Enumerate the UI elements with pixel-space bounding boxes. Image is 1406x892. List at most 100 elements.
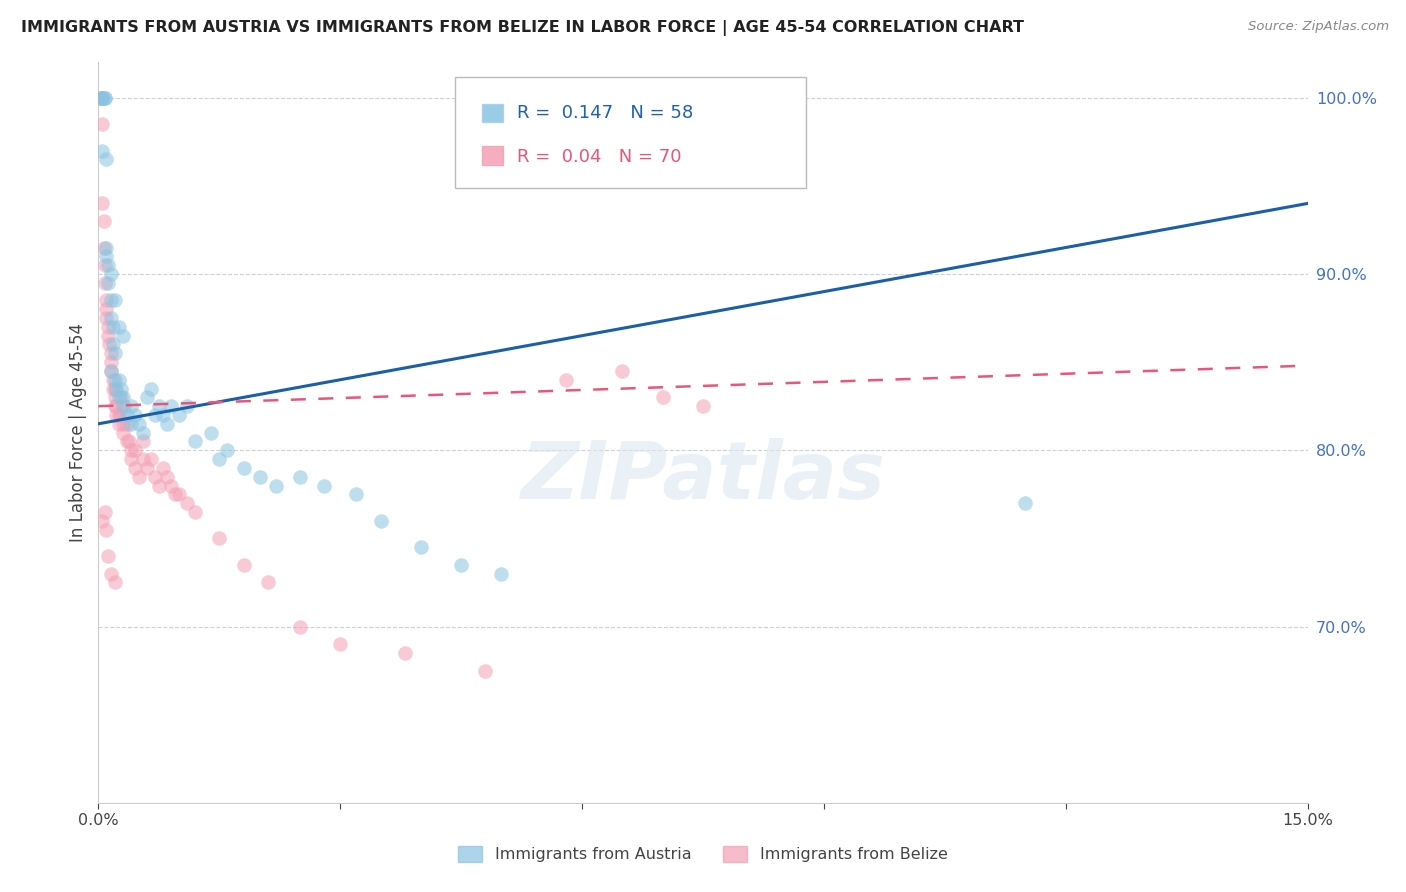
Point bbox=[100, 293, 122, 308]
Point bbox=[555, 373, 578, 387]
Y-axis label: In Labor Force | Age 45-54: In Labor Force | Age 45-54 bbox=[69, 323, 87, 542]
Point bbox=[91, 91, 114, 105]
Point bbox=[124, 408, 146, 422]
Point bbox=[103, 399, 125, 413]
Point bbox=[94, 258, 117, 272]
Text: R =  0.04   N = 70: R = 0.04 N = 70 bbox=[517, 148, 682, 166]
Point bbox=[120, 399, 142, 413]
Point bbox=[132, 425, 155, 440]
Point bbox=[692, 399, 714, 413]
Point bbox=[103, 575, 125, 590]
Point bbox=[107, 319, 129, 334]
Point bbox=[90, 91, 112, 105]
Point bbox=[163, 487, 186, 501]
Point bbox=[651, 390, 673, 404]
Legend: Immigrants from Austria, Immigrants from Belize: Immigrants from Austria, Immigrants from… bbox=[451, 839, 955, 869]
Point bbox=[249, 469, 271, 483]
Point bbox=[111, 399, 134, 413]
Point bbox=[128, 469, 150, 483]
Point bbox=[232, 461, 254, 475]
Point bbox=[167, 408, 190, 422]
Point bbox=[110, 390, 132, 404]
Point bbox=[409, 540, 432, 554]
Point bbox=[105, 399, 128, 413]
FancyBboxPatch shape bbox=[482, 146, 503, 165]
Point bbox=[111, 390, 134, 404]
Point bbox=[148, 399, 170, 413]
Point bbox=[93, 240, 115, 254]
Point bbox=[112, 399, 135, 413]
Point bbox=[1014, 496, 1036, 510]
Point bbox=[156, 417, 179, 431]
Point bbox=[124, 461, 146, 475]
Point bbox=[100, 346, 122, 360]
Point bbox=[107, 373, 129, 387]
Point bbox=[91, 144, 114, 158]
Point bbox=[160, 399, 183, 413]
Point bbox=[139, 382, 162, 396]
Point bbox=[148, 478, 170, 492]
Point bbox=[100, 566, 122, 581]
Point bbox=[91, 117, 114, 131]
Point bbox=[101, 337, 124, 351]
Point bbox=[96, 240, 118, 254]
Point bbox=[167, 487, 190, 501]
Point bbox=[450, 558, 472, 572]
Point bbox=[103, 390, 125, 404]
Point bbox=[93, 214, 115, 228]
Point bbox=[115, 408, 138, 422]
Point bbox=[288, 469, 311, 483]
Point bbox=[97, 337, 120, 351]
Text: ZIPatlas: ZIPatlas bbox=[520, 438, 886, 516]
Point bbox=[111, 328, 134, 343]
Point bbox=[370, 514, 392, 528]
Point bbox=[139, 452, 162, 467]
Point bbox=[200, 425, 222, 440]
Point bbox=[208, 532, 231, 546]
Point bbox=[217, 443, 239, 458]
Point bbox=[115, 434, 138, 449]
Point bbox=[100, 364, 122, 378]
Point bbox=[101, 319, 124, 334]
Point bbox=[89, 91, 111, 105]
Text: IMMIGRANTS FROM AUSTRIA VS IMMIGRANTS FROM BELIZE IN LABOR FORCE | AGE 45-54 COR: IMMIGRANTS FROM AUSTRIA VS IMMIGRANTS FR… bbox=[21, 20, 1024, 36]
Point bbox=[314, 478, 336, 492]
Point bbox=[97, 549, 120, 563]
Point bbox=[94, 91, 117, 105]
Point bbox=[152, 461, 174, 475]
Point bbox=[100, 364, 122, 378]
Point bbox=[156, 469, 179, 483]
Point bbox=[97, 276, 120, 290]
Point bbox=[101, 382, 124, 396]
Point bbox=[111, 425, 134, 440]
Point bbox=[100, 267, 122, 281]
Point bbox=[91, 196, 114, 211]
Point bbox=[91, 91, 114, 105]
Point bbox=[184, 505, 207, 519]
Point bbox=[132, 434, 155, 449]
Point bbox=[176, 496, 198, 510]
Point bbox=[91, 91, 114, 105]
Point bbox=[184, 434, 207, 449]
Point bbox=[103, 382, 125, 396]
Point bbox=[118, 434, 141, 449]
Point bbox=[491, 566, 513, 581]
Text: Source: ZipAtlas.com: Source: ZipAtlas.com bbox=[1249, 20, 1389, 33]
Point bbox=[128, 417, 150, 431]
Point bbox=[97, 258, 120, 272]
Point bbox=[94, 91, 117, 105]
Point bbox=[208, 452, 231, 467]
Point bbox=[124, 443, 146, 458]
Point bbox=[105, 408, 128, 422]
Point bbox=[107, 390, 129, 404]
Point bbox=[105, 382, 128, 396]
Point bbox=[96, 523, 118, 537]
Point bbox=[232, 558, 254, 572]
Point bbox=[103, 293, 125, 308]
Point bbox=[115, 417, 138, 431]
Point bbox=[100, 355, 122, 369]
Point bbox=[97, 328, 120, 343]
Point bbox=[91, 91, 114, 105]
Point bbox=[103, 346, 125, 360]
Point bbox=[160, 478, 183, 492]
